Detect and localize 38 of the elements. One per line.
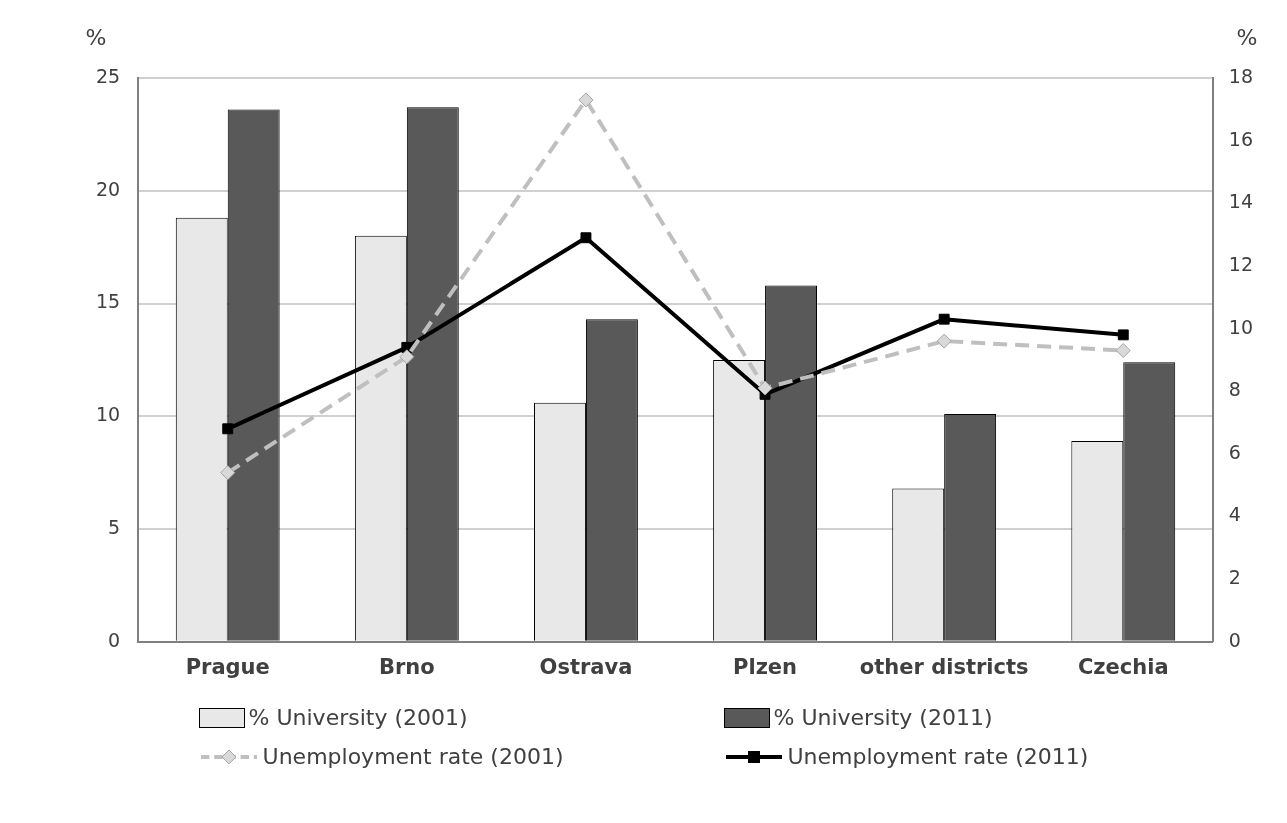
x-tick-label: Ostrava [539,654,633,679]
point [938,313,950,325]
point [580,232,592,244]
x-tick-label: Prague [185,654,270,679]
y-tick-label: 5 [108,515,121,538]
point [220,465,236,481]
point [936,333,952,349]
legend-label: Unemployment rate (2001) [262,744,564,769]
y-tick-label: 25 [95,64,121,87]
legend-label: % University (2001) [248,705,468,730]
x-tick-label: Czechia [1077,654,1169,679]
y2-tick-label: 8 [1228,378,1241,401]
point [222,423,234,435]
x-tick-label: Brno [378,654,435,679]
x-tick-label: other districts [859,654,1029,679]
y-tick-label: 20 [95,177,121,200]
y2-tick-label: 6 [1228,440,1241,463]
y2-tick-label: 14 [1228,190,1254,213]
y2-tick-label: 2 [1228,566,1241,589]
point [399,349,415,365]
y2-tick-label: 4 [1228,503,1241,526]
y-tick-label: 15 [95,290,121,313]
y-axis-title: % [85,24,107,50]
point [1117,329,1129,341]
legend-label: % University (2011) [773,705,993,730]
point [1115,343,1131,358]
y-tick-label: 0 [108,628,121,651]
y2-axis-title: % [1236,24,1258,50]
point [757,380,773,396]
y2-tick-label: 12 [1228,252,1254,275]
y2-tick-label: 10 [1228,315,1254,338]
y-tick-label: 10 [95,403,121,426]
x-tick-label: Plzen [733,654,798,679]
y2-tick-label: 16 [1228,127,1254,150]
y2-tick-label: 0 [1228,628,1241,651]
point [578,92,594,108]
y2-tick-label: 18 [1228,64,1254,87]
legend-label: Unemployment rate (2011) [787,744,1089,769]
